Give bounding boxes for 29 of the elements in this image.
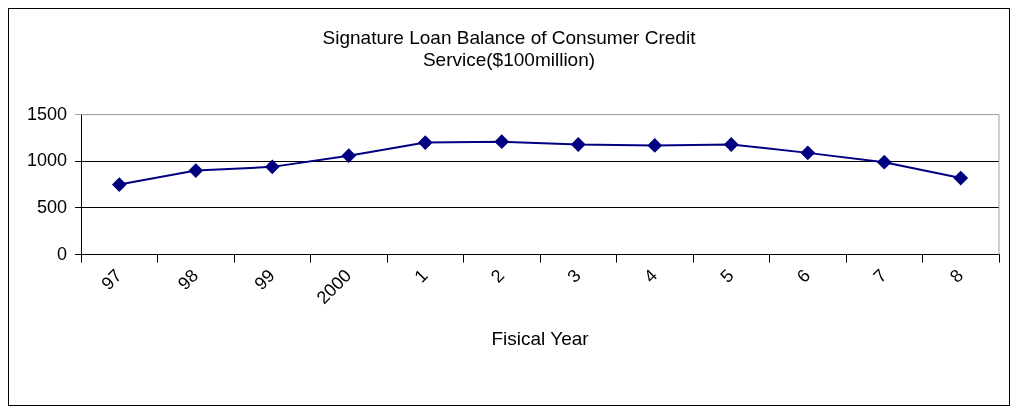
chart-title: Signature Loan Balance of Consumer Credit Service($100million)	[322, 26, 697, 71]
point	[341, 148, 356, 163]
x-tick-label: 98	[173, 265, 203, 294]
point	[494, 134, 509, 149]
point	[647, 138, 662, 153]
point	[112, 177, 127, 192]
point	[265, 159, 280, 174]
point	[188, 163, 203, 178]
point	[800, 145, 815, 160]
y-tick-label: 1000	[27, 150, 68, 171]
y-tick-label: 0	[57, 243, 68, 264]
x-tick-label: 99	[250, 265, 279, 294]
x-tick-label: 2	[486, 265, 509, 287]
point	[418, 135, 433, 150]
x-tick-label: 7	[869, 265, 891, 287]
x-tick-label: 6	[792, 265, 815, 287]
point	[571, 137, 586, 152]
x-axis-title: Fisical Year	[491, 327, 590, 349]
y-tick-label: 1500	[27, 103, 68, 124]
x-tick-label: 8	[945, 265, 968, 287]
point	[724, 137, 739, 152]
x-tick-label: 97	[97, 265, 126, 294]
x-tick-label: 1	[410, 265, 432, 287]
x-tick-label: 3	[563, 265, 585, 287]
point	[877, 155, 892, 170]
point	[953, 171, 968, 186]
x-tick-label: 4	[639, 265, 662, 287]
x-tick-label: 5	[716, 265, 738, 287]
y-tick-label: 500	[37, 196, 68, 217]
